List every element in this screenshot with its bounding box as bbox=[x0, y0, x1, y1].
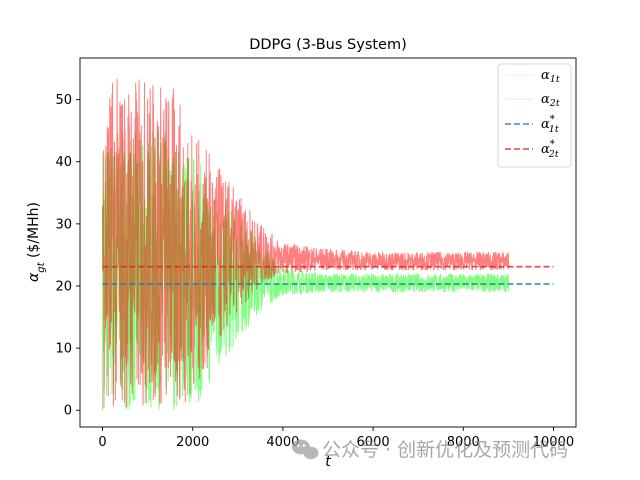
y-tick-label: 50 bbox=[55, 93, 72, 108]
series-line-2 bbox=[102, 78, 510, 409]
y-tick-label: 40 bbox=[55, 155, 72, 170]
x-tick-label: 4000 bbox=[266, 435, 299, 450]
x-tick-label: 8000 bbox=[447, 435, 480, 450]
y-tick-label: 30 bbox=[55, 217, 72, 232]
chart-title: DDPG (3-Bus System) bbox=[249, 37, 407, 53]
legend-frame bbox=[497, 63, 572, 168]
legend-label-1: α1t bbox=[541, 68, 560, 85]
legend: α1t α2t α* 1t α* 2t bbox=[497, 63, 572, 168]
y-axis-label: αgt ($/MHh) bbox=[26, 202, 47, 282]
x-tick-label: 0 bbox=[98, 435, 106, 450]
x-tick-label: 10000 bbox=[533, 435, 574, 450]
legend-label-4: α* 2t bbox=[541, 139, 559, 160]
plot-frame bbox=[79, 57, 577, 428]
x-axis-ticks: 0 2000 4000 6000 8000 10000 bbox=[98, 427, 574, 450]
legend-label-3: α* 1t bbox=[541, 114, 559, 135]
legend-label-2: α2t bbox=[541, 92, 560, 109]
watermark: 公众号 · 创新优化及预测代码 bbox=[292, 439, 568, 461]
x-tick-label: 6000 bbox=[357, 435, 390, 450]
watermark-text: 公众号 · 创新优化及预测代码 bbox=[322, 439, 568, 461]
y-tick-label: 20 bbox=[55, 279, 72, 294]
wechat-icon bbox=[292, 439, 319, 460]
x-tick-label: 2000 bbox=[176, 435, 209, 450]
y-tick-label: 0 bbox=[64, 404, 72, 419]
y-axis-ticks: 0 10 20 30 40 50 bbox=[55, 93, 80, 419]
series-layer bbox=[102, 78, 554, 411]
x-axis-label: t bbox=[325, 454, 331, 470]
y-tick-label: 10 bbox=[55, 342, 72, 357]
plot-area bbox=[102, 78, 554, 411]
